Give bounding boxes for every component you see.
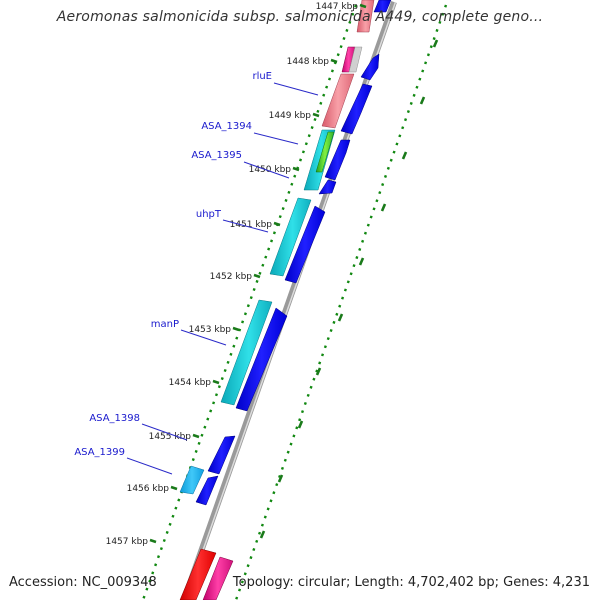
gene-feature xyxy=(324,139,351,181)
gene-feature xyxy=(202,556,234,600)
gene-feature xyxy=(284,205,326,284)
gene-feature xyxy=(318,179,337,195)
tick-label: 1451 kbp xyxy=(230,220,273,230)
reverse-strand-features xyxy=(179,0,375,600)
gene-labels: rluE ASA_1394 ASA_1395 uhpT manP ASA_1398 ASA_… xyxy=(74,71,272,458)
gene-leader-line xyxy=(180,329,227,346)
accession-label: Accession: NC_009348 xyxy=(9,575,157,590)
gene-leader-line xyxy=(273,82,319,96)
gene-feature xyxy=(348,46,363,73)
gene-feature xyxy=(195,475,219,506)
gene-feature xyxy=(340,83,373,135)
tick-label: 1457 kbp xyxy=(106,537,149,547)
gene-leader-lines xyxy=(126,82,319,475)
genome-title: Aeromonas salmonicida subsp. salmonicida… xyxy=(56,9,544,25)
tick-mark xyxy=(149,538,157,544)
tick-marks xyxy=(149,3,367,544)
gene-feature xyxy=(269,197,312,277)
gene-label: manP xyxy=(151,319,179,330)
gene-label: ASA_1398 xyxy=(89,413,140,424)
tick-mark xyxy=(192,433,200,439)
gene-feature xyxy=(315,131,335,173)
gene-feature xyxy=(356,0,375,33)
tick-mark xyxy=(359,3,367,9)
tick-mark xyxy=(170,485,178,491)
tick-mark xyxy=(292,166,300,172)
gene-feature xyxy=(220,299,273,406)
gene-feature xyxy=(321,73,355,129)
tick-mark xyxy=(330,58,338,64)
gene-feature xyxy=(373,0,392,13)
gene-leader-line xyxy=(126,457,173,475)
tick-mark xyxy=(212,379,220,385)
tick-mark xyxy=(273,221,281,227)
gene-feature xyxy=(179,465,205,495)
tick-label: 1448 kbp xyxy=(287,57,330,67)
tick-label: 1454 kbp xyxy=(169,378,212,388)
tick-label: 1456 kbp xyxy=(127,484,170,494)
gene-label: ASA_1399 xyxy=(74,447,125,458)
tick-labels: 1447 kbp 1448 kbp 1449 kbp 1450 kbp 1451 kbp… xyxy=(106,2,359,547)
gene-label: rluE xyxy=(252,71,272,82)
tick-mark xyxy=(253,273,261,279)
gc-dotted-ring-inner xyxy=(141,4,358,600)
gene-feature xyxy=(179,548,217,600)
tick-label: 1453 kbp xyxy=(189,325,232,335)
gene-leader-line xyxy=(253,132,299,145)
tick-mark xyxy=(312,112,320,118)
tick-mark xyxy=(232,326,240,332)
tick-label: 1455 kbp xyxy=(149,432,192,442)
gene-label: ASA_1395 xyxy=(191,150,242,161)
gene-feature xyxy=(207,435,236,475)
tick-label: 1447 kbp xyxy=(316,2,359,12)
tick-label: 1452 kbp xyxy=(210,272,253,282)
forward-strand-features xyxy=(195,0,392,506)
tick-label: 1449 kbp xyxy=(269,111,312,121)
topology-summary: Topology: circular; Length: 4,702,402 bp… xyxy=(232,575,590,590)
tick-label: 1450 kbp xyxy=(249,165,292,175)
gc-dotted-ring-outer xyxy=(234,4,448,600)
gene-feature xyxy=(360,53,380,81)
gene-feature xyxy=(235,307,288,412)
gene-label: uhpT xyxy=(196,209,222,220)
gene-leader-line xyxy=(141,423,188,441)
gene-leader-line xyxy=(222,219,269,233)
gc-skew-marks xyxy=(259,39,439,539)
gene-label: ASA_1394 xyxy=(201,121,252,132)
gene-leader-line xyxy=(243,161,290,179)
